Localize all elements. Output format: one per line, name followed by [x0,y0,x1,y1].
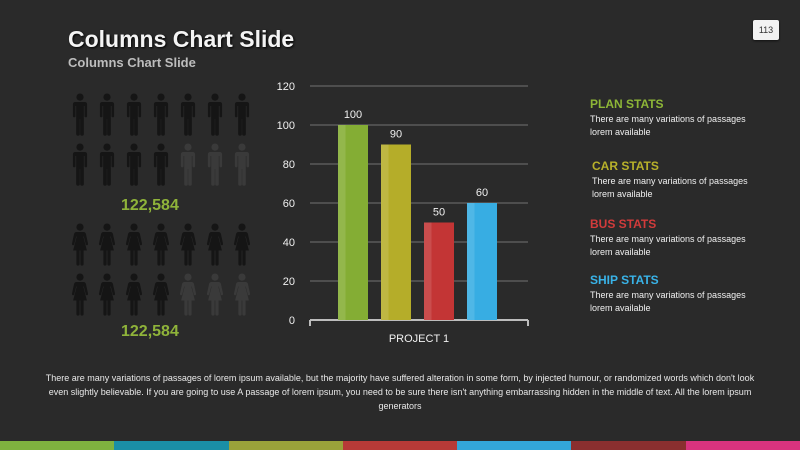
woman-icon [93,222,120,266]
stat-car-title: CAR STATS [592,159,659,173]
color-bar-segment [457,441,572,450]
stat-plan: PLAN STATS There are many variations of … [590,97,760,139]
man-icon [93,92,120,136]
man-icon [66,142,93,186]
woman-icon [66,222,93,266]
man-icon [147,92,174,136]
color-bar-segment [342,441,458,450]
man-icon [228,92,255,136]
people-grid-bottom [66,222,256,316]
color-bar-segment [571,441,686,450]
bar [467,203,497,320]
woman-icon [174,222,201,266]
woman-icon [93,272,120,316]
man-icon [201,142,228,186]
color-bar-segment [0,441,115,450]
bar-highlight [467,203,475,320]
bar [338,125,368,320]
color-bar-segment [114,441,229,450]
bar-highlight [338,125,346,320]
stat-car-text: There are many variations of passages lo… [592,176,748,199]
man-icon [174,92,201,136]
bar [424,222,454,320]
man-icon [174,142,201,186]
stat-bus-title: BUS STATS [590,217,657,231]
stat-plan-title: PLAN STATS [590,97,664,111]
woman-icon [201,222,228,266]
man-icon [120,92,147,136]
footer-text: There are many variations of passages of… [45,373,755,411]
bar [381,144,411,320]
man-icon [228,142,255,186]
y-tick-label: 80 [283,159,295,171]
slide-title: Columns Chart Slide [68,26,295,52]
stat-bus: BUS STATS There are many variations of p… [590,217,760,259]
stat-ship-title: SHIP STATS [590,273,659,287]
bar-data-label: 100 [344,109,362,121]
bar-highlight [424,222,432,320]
x-category-label: PROJECT 1 [389,333,449,345]
y-tick-label: 60 [283,198,295,210]
bar-data-label: 50 [433,207,445,219]
y-tick-label: 20 [283,276,295,288]
stat-ship-text: There are many variations of passages lo… [590,290,746,313]
stat-car: CAR STATS There are many variations of p… [592,159,762,201]
bar-highlight [381,144,389,320]
man-icon [147,142,174,186]
woman-icon [66,272,93,316]
woman-icon [174,272,201,316]
people-grid-top [66,92,256,186]
man-icon [93,142,120,186]
man-icon [120,142,147,186]
people-count-top: 122,584 [121,197,179,214]
color-bar [0,441,800,450]
man-icon [66,92,93,136]
woman-icon [228,272,255,316]
color-bar-segment [228,441,343,450]
woman-icon [147,222,174,266]
slide-subtitle: Columns Chart Slide [68,55,196,70]
woman-icon [147,272,174,316]
woman-icon [228,222,255,266]
stat-plan-text: There are many variations of passages lo… [590,114,746,137]
y-tick-label: 100 [277,120,295,132]
page-number: 113 [753,20,779,40]
woman-icon [201,272,228,316]
bar-data-label: 90 [390,129,402,141]
color-bar-segment [685,441,800,450]
man-icon [201,92,228,136]
stat-ship: SHIP STATS There are many variations of … [590,273,760,315]
y-tick-label: 40 [283,237,295,249]
people-count-bottom: 122,584 [121,323,179,340]
woman-icon [120,222,147,266]
bar-data-label: 60 [476,187,488,199]
stat-bus-text: There are many variations of passages lo… [590,234,746,257]
chart-svg: 0 20 40 60 80 100 120 100 90 50 60 PROJECT 1 [277,81,529,345]
columns-chart: 0 20 40 60 80 100 120 100 90 50 60 PROJECT 1 [270,75,540,350]
y-tick-label: 120 [277,81,295,93]
woman-icon [120,272,147,316]
y-tick-label: 0 [289,315,295,327]
